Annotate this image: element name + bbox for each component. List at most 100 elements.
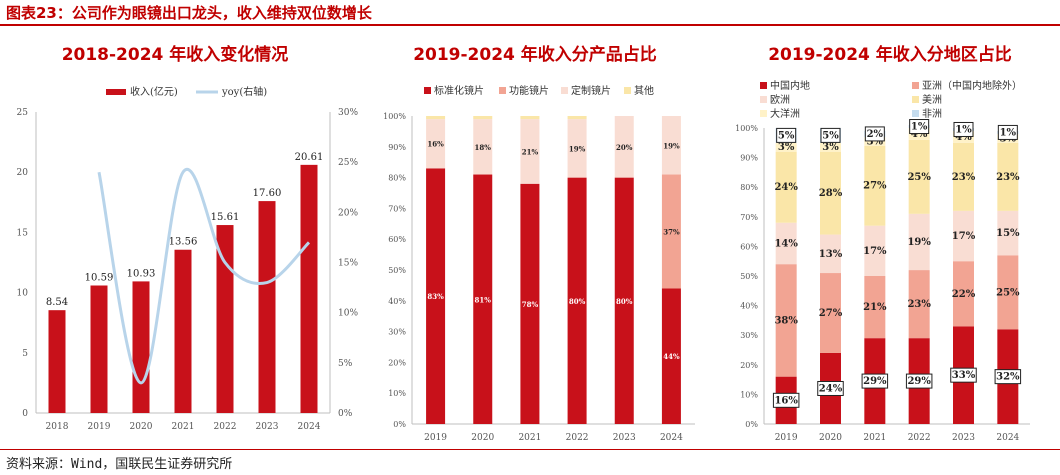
product-y-tick-label: 40% [388,297,406,306]
region-data-label: 24% [819,383,843,394]
product-data-label: 81% [475,295,492,304]
region-data-label: 3% [867,136,884,147]
product-data-label: 20% [616,143,633,152]
product-data-label: 37% [663,228,680,237]
product-legend-swatch [424,87,431,94]
region-segment [820,151,841,235]
region-data-label: 1% [911,122,928,133]
region-segment [908,270,930,339]
product-legend-swatch [561,87,568,94]
region-x-tick-label: 2024 [996,433,1019,443]
y2-tick-label: 20% [338,208,358,218]
product-y-tick-label: 10% [388,389,406,398]
region-label-box [905,373,933,389]
product-data-label: 83% [427,292,444,301]
region-legend-swatch [760,96,767,103]
region-data-label: 21% [863,302,887,313]
product-data-label: 44% [663,352,680,361]
region-data-label: 23% [996,172,1020,183]
product-data-label: 80% [616,297,633,306]
product-data-label: 78% [522,300,539,309]
region-segment [775,142,797,152]
region-segment [908,213,930,271]
region-y-tick-label: 20% [740,361,758,370]
region-data-label: 13% [819,249,843,260]
product-y-tick-label: 70% [388,204,406,213]
region-y-tick-label: 60% [740,242,758,251]
x-tick-label: 2024 [298,422,321,432]
region-data-label: 1% [955,124,972,135]
region-data-label: 27% [863,181,887,192]
product-data-label: 80% [569,297,586,306]
product-legend-label: 定制镜片 [571,84,611,97]
revenue-data-label: 15.61 [211,212,240,223]
product-y-tick-label: 0% [393,420,406,429]
region-y-tick-label: 50% [740,272,758,281]
region-label-box [817,380,844,396]
product-data-label: 21% [522,147,539,156]
region-data-label: 32% [996,372,1020,383]
region-label-box [909,119,930,135]
region-data-label: 24% [774,182,798,193]
region-segment [997,210,1019,256]
product-y-tick-label: 20% [388,358,406,367]
product-data-label: 16% [427,140,444,149]
region-y-tick-label: 90% [740,154,758,163]
region-y-tick-label: 80% [740,183,758,192]
product-y-tick-label: 50% [388,266,406,275]
region-data-label: 19% [907,237,931,248]
yoy-line [97,167,311,385]
region-label-box [772,392,800,408]
y-tick-label: 25 [17,108,29,118]
region-y-tick-label: 40% [740,302,758,311]
region-label-box [953,121,974,137]
product-y-tick-label: 100% [383,112,406,121]
region-legend-label: 中国内地 [770,79,810,92]
x-tick-label: 2020 [130,422,153,432]
product-segment [520,183,540,424]
legend-swatch-revenue [106,89,126,95]
region-data-label: 25% [996,287,1020,298]
region-data-label: 23% [907,299,931,310]
revenue-data-label: 17.60 [253,188,282,199]
region-segment [953,261,974,327]
region-legend-swatch [760,82,767,89]
legend-label-yoy: yoy(右轴) [221,85,267,98]
region-data-label: 38% [774,315,798,326]
region-data-label: 28% [819,188,843,199]
region-legend-label: 亚洲（中国内地除外） [922,79,1022,92]
region-segment [908,139,930,214]
region-data-label: 27% [819,308,843,319]
x-tick-label: 2023 [256,422,279,432]
y2-tick-label: 5% [338,359,353,369]
region-data-label: 23% [952,172,976,183]
region-data-label: 25% [907,172,931,183]
y2-tick-label: 25% [338,158,358,168]
chart-title-region: 2019-2024 年收入分地区占比 [768,45,1012,65]
region-data-label: 16% [774,395,798,406]
revenue-bar [258,201,276,413]
region-data-label: 1% [1000,127,1017,138]
chart-title-product: 2019-2024 年收入分产品占比 [413,45,657,65]
product-segment [567,119,587,178]
region-legend-swatch [912,82,919,89]
product-y-tick-label: 60% [388,235,406,244]
bottom-rule [0,449,1060,450]
legend-label-revenue: 收入(亿元) [130,85,178,98]
product-segment [661,174,681,289]
product-segment [426,119,446,169]
region-data-label: 17% [952,231,976,242]
x-tick-label: 2021 [172,422,195,432]
revenue-bar [132,281,150,413]
y2-tick-label: 15% [338,259,358,269]
region-data-label: 5% [778,130,795,141]
product-segment [473,174,493,424]
region-x-tick-label: 2019 [775,433,798,443]
region-label-box [776,127,797,143]
revenue-bar [48,310,66,413]
x-tick-label: 2022 [214,422,237,432]
region-x-tick-label: 2021 [863,433,886,443]
region-segment [820,142,841,152]
region-y-tick-label: 10% [740,390,758,399]
